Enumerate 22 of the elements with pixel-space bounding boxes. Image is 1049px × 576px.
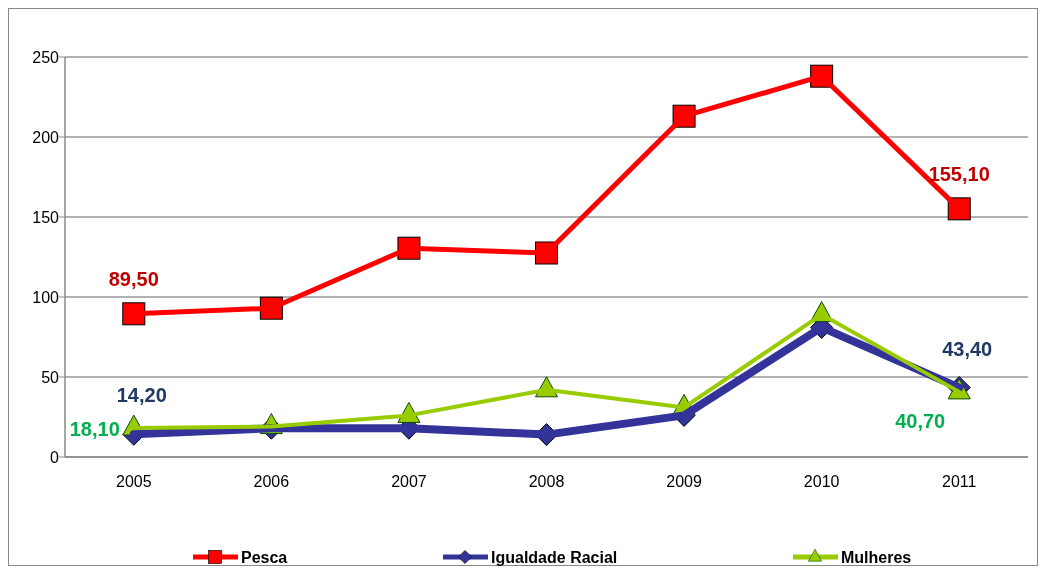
legend-label: Pesca bbox=[241, 548, 288, 566]
data-label: 40,70 bbox=[895, 409, 946, 432]
legend-label: Igualdade Racial bbox=[491, 548, 618, 566]
x-tick-label: 2009 bbox=[666, 473, 702, 490]
data-label: 18,10 bbox=[69, 418, 120, 441]
legend-label: Mulheres bbox=[841, 548, 912, 566]
data-label: 43,40 bbox=[942, 337, 993, 360]
data-label: 14,20 bbox=[116, 384, 167, 407]
data-label: 155,10 bbox=[928, 162, 990, 185]
y-tick-label: 0 bbox=[50, 448, 60, 466]
y-tick-label: 50 bbox=[41, 368, 60, 386]
y-tick-label: 250 bbox=[32, 48, 60, 66]
y-tick-label: 200 bbox=[32, 128, 60, 146]
y-tick-label: 150 bbox=[32, 208, 60, 226]
data-label: 89,50 bbox=[108, 267, 159, 290]
x-tick-label: 2005 bbox=[115, 473, 152, 490]
x-tick-label: 2010 bbox=[803, 473, 840, 490]
x-tick-label: 2007 bbox=[391, 473, 427, 490]
x-tick-label: 2006 bbox=[253, 473, 290, 490]
y-tick-label: 100 bbox=[32, 288, 60, 306]
x-tick-label: 2008 bbox=[528, 473, 565, 490]
x-tick-label: 2011 bbox=[942, 473, 977, 490]
